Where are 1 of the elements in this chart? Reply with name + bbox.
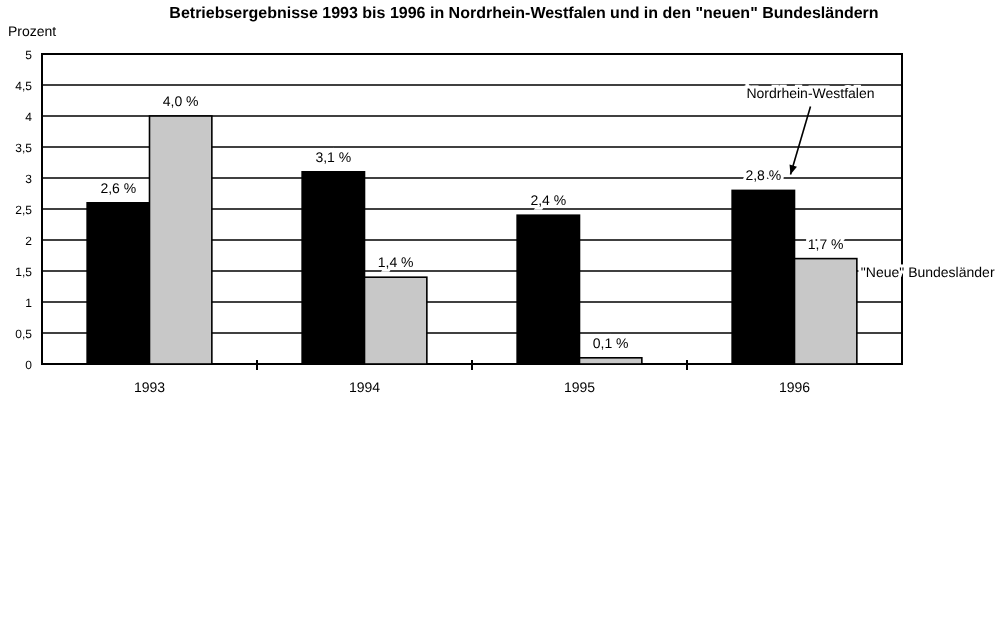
- chart-title: Betriebsergebnisse 1993 bis 1996 in Nordrhein-Westfalen und in den "neuen" Bundesländern: [169, 4, 879, 22]
